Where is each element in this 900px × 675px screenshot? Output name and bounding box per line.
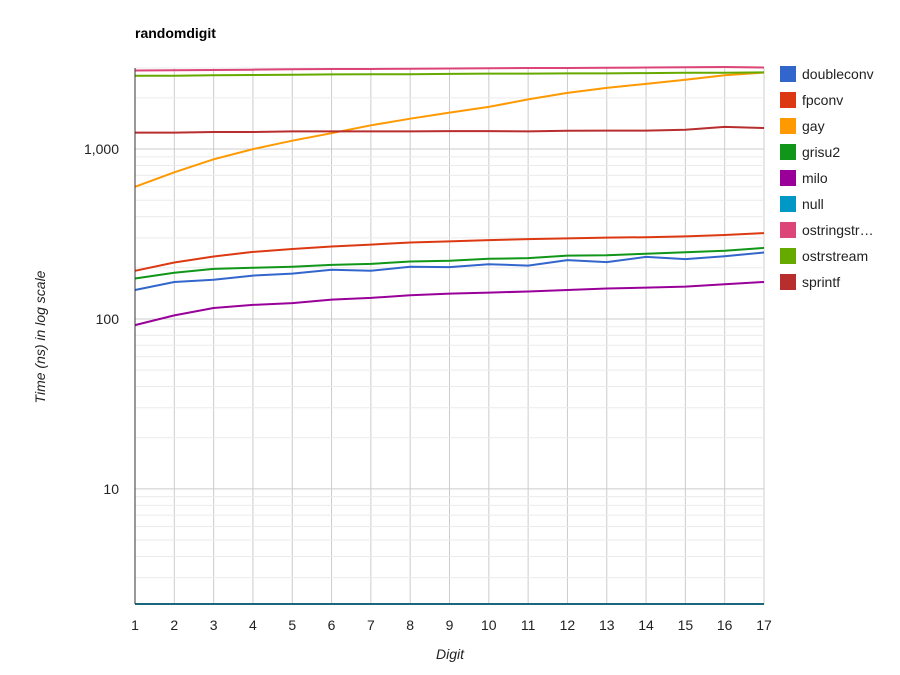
y-tick-label: 10 xyxy=(103,481,119,497)
legend-swatch xyxy=(780,274,796,290)
x-tick-label: 6 xyxy=(328,617,336,633)
grid-lines xyxy=(134,67,765,604)
x-tick-label: 15 xyxy=(678,617,694,633)
legend-swatch xyxy=(780,144,796,160)
chart-title: randomdigit xyxy=(135,25,216,41)
x-tick-label: 14 xyxy=(638,617,654,633)
x-tick-label: 5 xyxy=(288,617,296,633)
legend-label: milo xyxy=(802,170,828,186)
series-line-7 xyxy=(135,71,765,77)
series-line-2 xyxy=(134,71,765,188)
x-tick-label: 10 xyxy=(481,617,497,633)
legend: doubleconv fpconv gay grisu2 milo null ostring… xyxy=(780,66,874,290)
legend-swatch xyxy=(780,66,796,82)
x-tick-label: 3 xyxy=(210,617,218,633)
x-tick-label: 17 xyxy=(756,617,772,633)
legend-swatch xyxy=(780,92,796,108)
y-axis-label: Time (ns) in log scale xyxy=(32,270,48,403)
x-tick-label: 4 xyxy=(249,617,257,633)
x-tick-label: 9 xyxy=(446,617,454,633)
legend-swatch xyxy=(780,118,796,134)
x-tick-label: 1 xyxy=(131,617,139,633)
series-line-1 xyxy=(134,232,765,272)
x-tick-label: 12 xyxy=(560,617,576,633)
legend-label: null xyxy=(802,196,824,212)
y-tick-label: 1,000 xyxy=(84,141,119,157)
series-line-8 xyxy=(135,125,765,134)
x-tick-label: 11 xyxy=(521,617,536,633)
legend-label: ostrstream xyxy=(802,248,868,264)
y-tick-label: 100 xyxy=(96,311,120,327)
x-axis-label: Digit xyxy=(436,646,465,662)
legend-swatch xyxy=(780,170,796,186)
legend-label: sprintf xyxy=(802,274,840,290)
legend-label: gay xyxy=(802,118,825,134)
x-tick-label: 13 xyxy=(599,617,615,633)
x-tick-label: 16 xyxy=(717,617,733,633)
legend-swatch xyxy=(780,248,796,264)
series-line-6 xyxy=(134,66,765,72)
series-line-3 xyxy=(134,246,765,280)
legend-label: fpconv xyxy=(802,92,843,108)
series-line-4 xyxy=(134,281,765,327)
x-tick-label: 7 xyxy=(367,617,375,633)
legend-swatch xyxy=(780,222,796,238)
legend-label: grisu2 xyxy=(802,144,840,160)
x-tick-label: 8 xyxy=(406,617,414,633)
axes xyxy=(134,68,764,605)
legend-label: ostringstr… xyxy=(802,222,874,238)
series-line-0 xyxy=(134,251,765,291)
legend-label: doubleconv xyxy=(802,66,874,82)
legend-swatch xyxy=(780,196,796,212)
x-tick-label: 2 xyxy=(170,617,178,633)
